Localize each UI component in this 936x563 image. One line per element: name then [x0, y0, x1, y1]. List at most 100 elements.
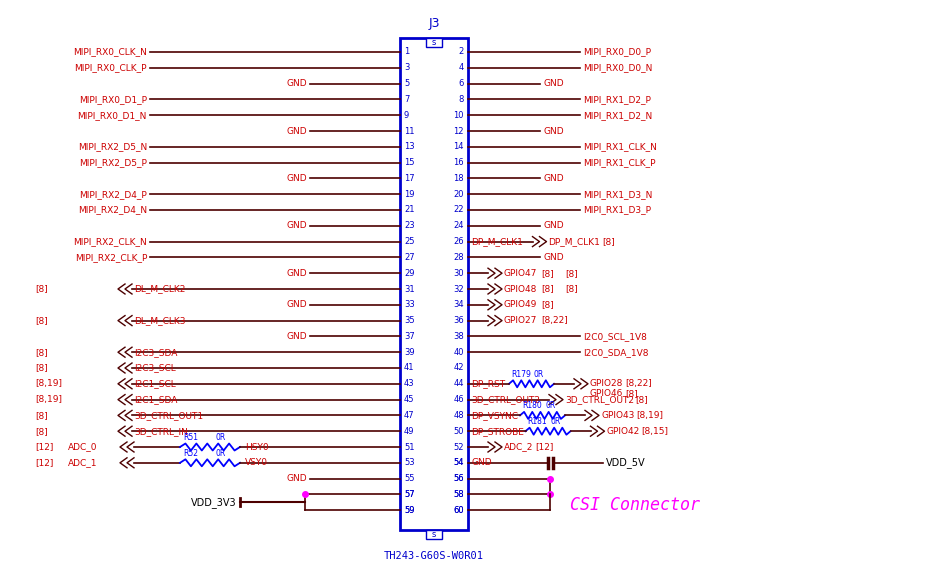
- Text: MIPI_RX1_CLK_P: MIPI_RX1_CLK_P: [583, 158, 655, 167]
- Text: ADC_0: ADC_0: [68, 443, 97, 452]
- Text: 39: 39: [404, 348, 415, 357]
- Text: R52: R52: [183, 449, 198, 458]
- Text: GND: GND: [286, 221, 307, 230]
- Text: MIPI_RX0_CLK_P: MIPI_RX0_CLK_P: [75, 63, 147, 72]
- Text: [8]: [8]: [35, 411, 48, 420]
- Text: [8,22]: [8,22]: [541, 316, 568, 325]
- Text: 25: 25: [404, 237, 415, 246]
- Text: MIPI_RX2_D5_P: MIPI_RX2_D5_P: [80, 158, 147, 167]
- Text: 50: 50: [454, 427, 464, 436]
- Text: 10: 10: [454, 111, 464, 120]
- Text: 45: 45: [404, 395, 415, 404]
- Text: GPIO48: GPIO48: [504, 284, 537, 293]
- Text: GND: GND: [543, 127, 563, 136]
- Text: 37: 37: [404, 332, 415, 341]
- Text: GND: GND: [286, 269, 307, 278]
- Text: 11: 11: [404, 127, 415, 136]
- Text: ADC_1: ADC_1: [68, 458, 97, 467]
- Text: 13: 13: [404, 142, 415, 151]
- Text: I2C3_SDA: I2C3_SDA: [134, 348, 178, 357]
- Text: 54: 54: [454, 458, 464, 467]
- Text: R180: R180: [522, 401, 542, 410]
- Text: R51: R51: [183, 433, 198, 442]
- Text: MIPI_RX1_D3_P: MIPI_RX1_D3_P: [583, 205, 651, 215]
- Text: MIPI_RX1_CLK_N: MIPI_RX1_CLK_N: [583, 142, 657, 151]
- Text: 14: 14: [454, 142, 464, 151]
- Text: GND: GND: [471, 458, 491, 467]
- Text: [8,19]: [8,19]: [35, 395, 62, 404]
- Text: 15: 15: [404, 158, 415, 167]
- Polygon shape: [400, 38, 468, 530]
- Text: MIPI_RX0_D1_N: MIPI_RX0_D1_N: [78, 111, 147, 120]
- Text: 32: 32: [453, 284, 464, 293]
- Text: 20: 20: [454, 190, 464, 199]
- Text: VDD_3V3: VDD_3V3: [191, 497, 237, 508]
- Text: 58: 58: [453, 490, 464, 499]
- Text: MIPI_RX2_CLK_N: MIPI_RX2_CLK_N: [73, 237, 147, 246]
- Text: MIPI_RX1_D2_N: MIPI_RX1_D2_N: [583, 111, 652, 120]
- Text: I2C3_SCL: I2C3_SCL: [134, 364, 176, 373]
- Text: 30: 30: [453, 269, 464, 278]
- Text: [8]: [8]: [35, 348, 48, 357]
- Text: [12]: [12]: [35, 443, 53, 452]
- Text: 19: 19: [404, 190, 415, 199]
- Text: GND: GND: [286, 127, 307, 136]
- Text: 3D_CTRL_OUT2: 3D_CTRL_OUT2: [565, 395, 634, 404]
- Text: [8]: [8]: [602, 237, 615, 246]
- Text: GPIO27: GPIO27: [504, 316, 537, 325]
- Text: 5: 5: [404, 79, 409, 88]
- Text: MIPI_RX1_D3_N: MIPI_RX1_D3_N: [583, 190, 652, 199]
- Text: 59: 59: [404, 506, 415, 515]
- Text: GND: GND: [543, 174, 563, 183]
- Text: 60: 60: [453, 506, 464, 515]
- Text: GPIO46: GPIO46: [590, 389, 623, 398]
- Text: MIPI_RX2_D5_N: MIPI_RX2_D5_N: [78, 142, 147, 151]
- Text: 0R: 0R: [215, 433, 226, 442]
- Text: GPIO42: GPIO42: [607, 427, 639, 436]
- Text: 38: 38: [453, 332, 464, 341]
- Text: 7: 7: [404, 95, 409, 104]
- Text: 16: 16: [453, 158, 464, 167]
- Text: [8]: [8]: [35, 427, 48, 436]
- Text: I2C1_SCL: I2C1_SCL: [134, 379, 176, 388]
- Text: 53: 53: [404, 458, 415, 467]
- Text: GPIO47: GPIO47: [504, 269, 537, 278]
- Text: [8]: [8]: [541, 300, 554, 309]
- Text: 3D_CTRL_OUT2: 3D_CTRL_OUT2: [471, 395, 540, 404]
- Text: GND: GND: [543, 79, 563, 88]
- Bar: [426, 530, 442, 539]
- Text: 23: 23: [404, 221, 415, 230]
- Text: 0R: 0R: [545, 401, 555, 410]
- Text: 59: 59: [404, 506, 415, 515]
- Text: [8]: [8]: [625, 389, 637, 398]
- Text: 58: 58: [453, 490, 464, 499]
- Text: DL_M_CLK2: DL_M_CLK2: [134, 284, 185, 293]
- Text: MIPI_RX0_D0_P: MIPI_RX0_D0_P: [583, 47, 651, 56]
- Text: [8,22]: [8,22]: [625, 379, 651, 388]
- Text: MIPI_RX0_D1_P: MIPI_RX0_D1_P: [79, 95, 147, 104]
- Text: 51: 51: [404, 443, 415, 452]
- Text: 3D_CTRL_OUT1: 3D_CTRL_OUT1: [134, 411, 203, 420]
- Text: GPIO49: GPIO49: [504, 300, 537, 309]
- Text: 21: 21: [404, 205, 415, 215]
- Text: 22: 22: [454, 205, 464, 215]
- Text: DP_RST: DP_RST: [471, 379, 505, 388]
- Text: MIPI_RX2_D4_N: MIPI_RX2_D4_N: [78, 205, 147, 215]
- Text: 29: 29: [404, 269, 415, 278]
- Text: 4: 4: [459, 63, 464, 72]
- Text: 44: 44: [454, 379, 464, 388]
- Text: ADC_2: ADC_2: [504, 443, 534, 452]
- Text: GND: GND: [286, 332, 307, 341]
- Text: [12]: [12]: [35, 458, 53, 467]
- Text: 2: 2: [459, 47, 464, 56]
- Text: 18: 18: [453, 174, 464, 183]
- Text: 49: 49: [404, 427, 415, 436]
- Text: [8]: [8]: [35, 284, 48, 293]
- Text: 56: 56: [453, 474, 464, 483]
- Text: [8]: [8]: [35, 364, 48, 373]
- Text: MIPI_RX2_D4_P: MIPI_RX2_D4_P: [80, 190, 147, 199]
- Text: 36: 36: [453, 316, 464, 325]
- Text: I2C1_SDA: I2C1_SDA: [134, 395, 178, 404]
- Text: 24: 24: [454, 221, 464, 230]
- Text: [8]: [8]: [541, 269, 554, 278]
